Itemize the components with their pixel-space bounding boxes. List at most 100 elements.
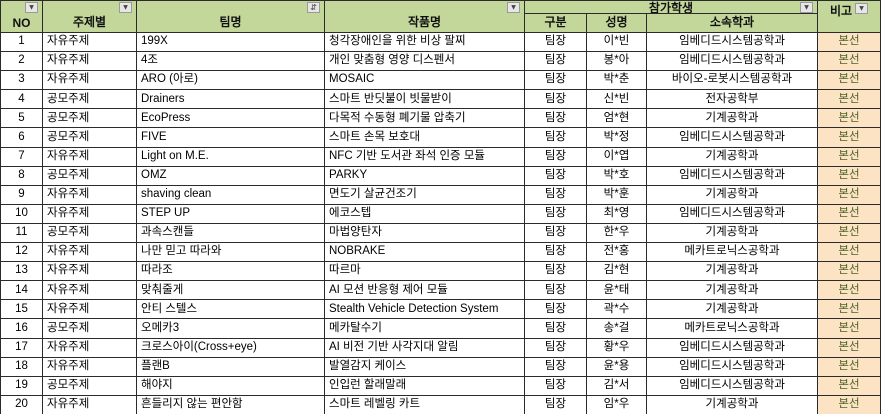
cell-student-name[interactable]: 신*빈 bbox=[587, 90, 647, 110]
filter-dropdown-button-work[interactable]: ▼ bbox=[507, 2, 520, 13]
cell-note[interactable]: 본선 bbox=[818, 338, 881, 358]
cell-topic[interactable]: 자유주제 bbox=[43, 262, 137, 282]
cell-student-name[interactable]: 송*걸 bbox=[587, 319, 647, 339]
cell-team-name[interactable]: 해야지 bbox=[137, 376, 325, 396]
cell-no[interactable]: 20 bbox=[1, 395, 43, 414]
cell-team-name[interactable]: 199X bbox=[137, 33, 325, 53]
column-header-team[interactable]: ⇵ 팀명 bbox=[137, 1, 325, 33]
column-header-topic[interactable]: ▼ 주제별 bbox=[43, 1, 137, 33]
cell-role[interactable]: 팀장 bbox=[525, 357, 587, 377]
cell-no[interactable]: 5 bbox=[1, 109, 43, 129]
cell-team-name[interactable]: 맞춰줄게 bbox=[137, 281, 325, 301]
cell-no[interactable]: 16 bbox=[1, 319, 43, 339]
cell-department[interactable]: 기계공학과 bbox=[647, 185, 818, 205]
cell-student-name[interactable]: 김*서 bbox=[587, 376, 647, 396]
cell-department[interactable]: 임베디드시스템공학과 bbox=[647, 376, 818, 396]
cell-note[interactable]: 본선 bbox=[818, 109, 881, 129]
cell-role[interactable]: 팀장 bbox=[525, 300, 587, 320]
cell-team-name[interactable]: shaving clean bbox=[137, 185, 325, 205]
cell-no[interactable]: 7 bbox=[1, 147, 43, 167]
cell-work-title[interactable]: 메카탈수기 bbox=[325, 319, 525, 339]
column-header-no[interactable]: ▼ NO bbox=[1, 1, 43, 33]
cell-topic[interactable]: 공모주제 bbox=[43, 90, 137, 110]
column-header-participants-group[interactable]: 참가학생 ▼ bbox=[525, 1, 818, 14]
cell-work-title[interactable]: AI 모션 반응형 제어 모듈 bbox=[325, 281, 525, 301]
filter-dropdown-button-no[interactable]: ▼ bbox=[25, 2, 38, 13]
cell-department[interactable]: 임베디드시스템공학과 bbox=[647, 338, 818, 358]
cell-role[interactable]: 팀장 bbox=[525, 281, 587, 301]
cell-department[interactable]: 임베디드시스템공학과 bbox=[647, 357, 818, 377]
cell-no[interactable]: 13 bbox=[1, 262, 43, 282]
cell-team-name[interactable]: 흔들리지 않는 편안함 bbox=[137, 395, 325, 414]
cell-note[interactable]: 본선 bbox=[818, 300, 881, 320]
column-header-work[interactable]: ▼ 작품명 bbox=[325, 1, 525, 33]
cell-department[interactable]: 바이오-로봇시스템공학과 bbox=[647, 71, 818, 91]
cell-work-title[interactable]: 스마트 손목 보호대 bbox=[325, 128, 525, 148]
cell-note[interactable]: 본선 bbox=[818, 204, 881, 224]
cell-team-name[interactable]: 과속스캔들 bbox=[137, 223, 325, 244]
cell-no[interactable]: 18 bbox=[1, 357, 43, 377]
cell-department[interactable]: 메카트로닉스공학과 bbox=[647, 243, 818, 263]
cell-department[interactable]: 메카트로닉스공학과 bbox=[647, 319, 818, 339]
cell-work-title[interactable]: PARKY bbox=[325, 166, 525, 186]
cell-department[interactable]: 기계공학과 bbox=[647, 262, 818, 282]
cell-note[interactable]: 본선 bbox=[818, 147, 881, 167]
cell-topic[interactable]: 자유주제 bbox=[43, 300, 137, 320]
cell-student-name[interactable]: 봉*아 bbox=[587, 52, 647, 72]
column-header-name[interactable]: 성명 bbox=[587, 14, 647, 33]
cell-topic[interactable]: 공모주제 bbox=[43, 128, 137, 148]
cell-topic[interactable]: 자유주제 bbox=[43, 52, 137, 72]
column-header-note[interactable]: 비고 ▼ bbox=[818, 1, 881, 33]
cell-work-title[interactable]: 인입런 할래말래 bbox=[325, 376, 525, 396]
cell-work-title[interactable]: 마법양탄자 bbox=[325, 223, 525, 244]
cell-note[interactable]: 본선 bbox=[818, 262, 881, 282]
cell-student-name[interactable]: 한*우 bbox=[587, 223, 647, 244]
cell-student-name[interactable]: 윤*용 bbox=[587, 357, 647, 377]
cell-role[interactable]: 팀장 bbox=[525, 395, 587, 414]
cell-role[interactable]: 팀장 bbox=[525, 128, 587, 148]
cell-role[interactable]: 팀장 bbox=[525, 52, 587, 72]
cell-team-name[interactable]: 플랜B bbox=[137, 357, 325, 377]
cell-no[interactable]: 10 bbox=[1, 204, 43, 224]
cell-role[interactable]: 팀장 bbox=[525, 109, 587, 129]
cell-department[interactable]: 기계공학과 bbox=[647, 223, 818, 244]
cell-department[interactable]: 임베디드시스템공학과 bbox=[647, 166, 818, 186]
cell-role[interactable]: 팀장 bbox=[525, 223, 587, 244]
cell-team-name[interactable]: 오메카3 bbox=[137, 319, 325, 339]
cell-student-name[interactable]: 임*우 bbox=[587, 395, 647, 414]
cell-student-name[interactable]: 박*정 bbox=[587, 128, 647, 148]
cell-role[interactable]: 팀장 bbox=[525, 90, 587, 110]
cell-student-name[interactable]: 윤*태 bbox=[587, 281, 647, 301]
cell-topic[interactable]: 자유주제 bbox=[43, 33, 137, 53]
cell-team-name[interactable]: FIVE bbox=[137, 128, 325, 148]
cell-role[interactable]: 팀장 bbox=[525, 338, 587, 358]
cell-team-name[interactable]: 나만 믿고 따라와 bbox=[137, 243, 325, 263]
cell-team-name[interactable]: EcoPress bbox=[137, 109, 325, 129]
cell-work-title[interactable]: NOBRAKE bbox=[325, 243, 525, 263]
cell-note[interactable]: 본선 bbox=[818, 357, 881, 377]
cell-department[interactable]: 기계공학과 bbox=[647, 300, 818, 320]
cell-department[interactable]: 임베디드시스템공학과 bbox=[647, 52, 818, 72]
cell-department[interactable]: 임베디드시스템공학과 bbox=[647, 33, 818, 53]
cell-role[interactable]: 팀장 bbox=[525, 262, 587, 282]
cell-note[interactable]: 본선 bbox=[818, 33, 881, 53]
cell-role[interactable]: 팀장 bbox=[525, 376, 587, 396]
cell-no[interactable]: 17 bbox=[1, 338, 43, 358]
cell-note[interactable]: 본선 bbox=[818, 185, 881, 205]
cell-work-title[interactable]: Stealth Vehicle Detection System bbox=[325, 300, 525, 320]
cell-note[interactable]: 본선 bbox=[818, 319, 881, 339]
cell-work-title[interactable]: AI 비전 기반 사각지대 알림 bbox=[325, 338, 525, 358]
cell-team-name[interactable]: OMZ bbox=[137, 166, 325, 186]
cell-team-name[interactable]: Drainers bbox=[137, 90, 325, 110]
cell-no[interactable]: 14 bbox=[1, 281, 43, 301]
cell-no[interactable]: 11 bbox=[1, 223, 43, 244]
cell-work-title[interactable]: 개인 맞춤형 영양 디스펜서 bbox=[325, 52, 525, 72]
cell-no[interactable]: 12 bbox=[1, 243, 43, 263]
cell-topic[interactable]: 자유주제 bbox=[43, 243, 137, 263]
cell-team-name[interactable]: STEP UP bbox=[137, 204, 325, 224]
column-header-dept[interactable]: 소속학과 bbox=[647, 14, 818, 33]
cell-department[interactable]: 전자공학부 bbox=[647, 90, 818, 110]
cell-topic[interactable]: 자유주제 bbox=[43, 338, 137, 358]
cell-work-title[interactable]: 스마트 레벨링 카트 bbox=[325, 395, 525, 414]
cell-topic[interactable]: 자유주제 bbox=[43, 185, 137, 205]
